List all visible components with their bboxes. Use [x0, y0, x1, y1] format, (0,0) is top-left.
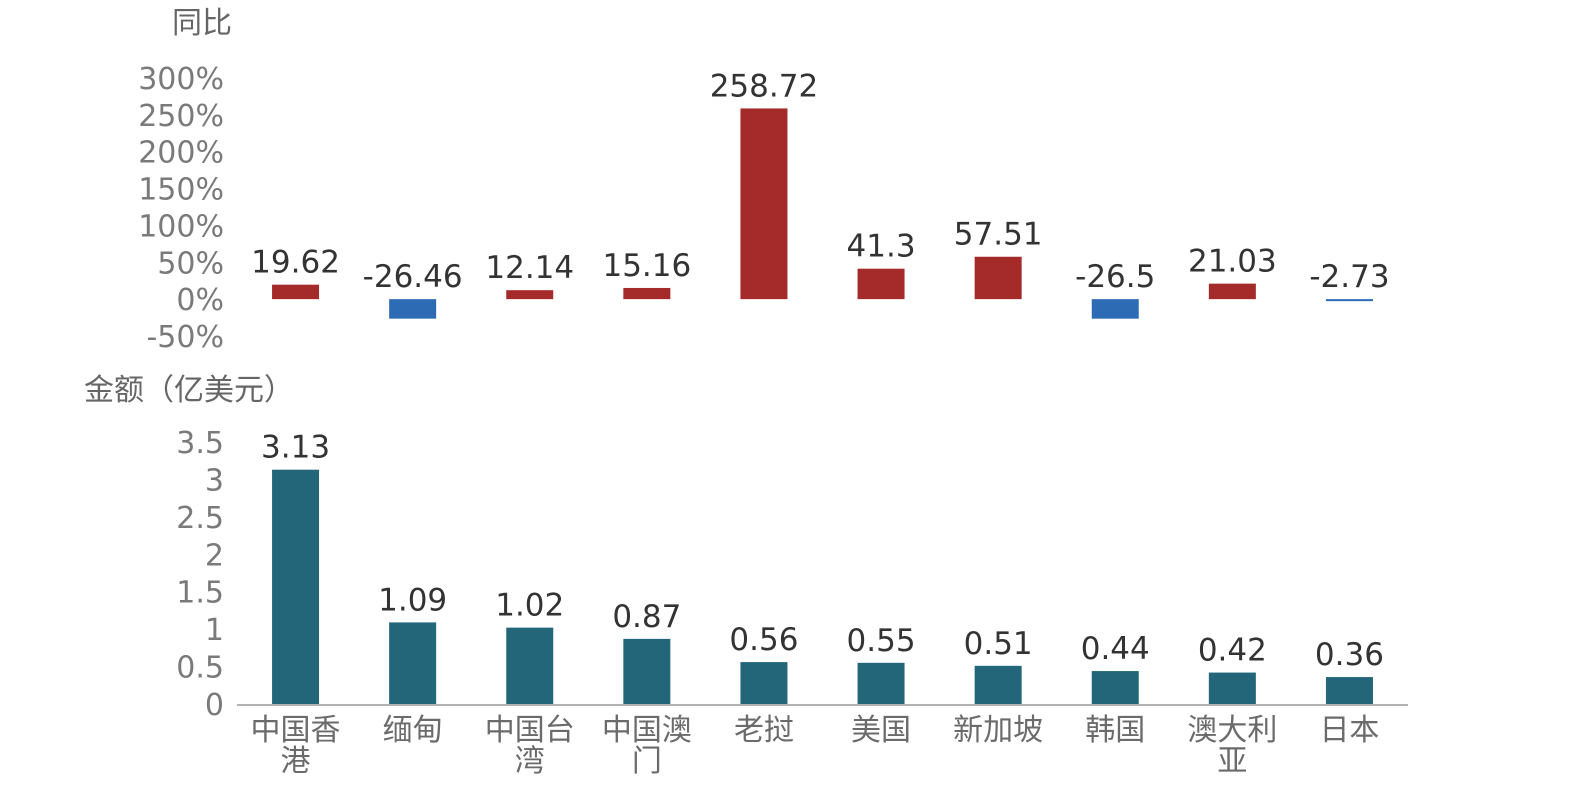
- bottom-data-label: 0.36: [1315, 637, 1384, 673]
- top-bars: [272, 108, 1373, 319]
- top-y-tick: 100%: [138, 209, 224, 244]
- top-panel-title: 同比: [172, 6, 232, 41]
- bottom-y-tick: 1.5: [176, 576, 224, 611]
- top-y-tick: -50%: [146, 320, 224, 355]
- category-label: 中国台: [485, 713, 575, 748]
- bottom-bar: [272, 469, 320, 704]
- bottom-bar: [740, 662, 788, 704]
- top-y-tick: 250%: [138, 99, 224, 134]
- bottom-bar: [857, 662, 905, 704]
- top-data-label: 41.3: [847, 229, 916, 265]
- category-label: 缅甸: [383, 713, 443, 748]
- top-data-label: 12.14: [485, 250, 574, 286]
- top-data-label: -26.46: [363, 259, 463, 295]
- top-bar: [857, 268, 905, 300]
- bottom-data-label: 0.42: [1198, 633, 1267, 669]
- bottom-y-tick: 2.5: [176, 501, 224, 536]
- category-label: 澳大利: [1187, 713, 1277, 748]
- top-data-labels: 19.62 -26.46 12.14 15.16 258.72 41.3 57.51 -26.…: [251, 68, 1389, 295]
- top-data-label: 15.16: [602, 248, 691, 284]
- bottom-bar: [1208, 672, 1256, 704]
- bottom-bar: [623, 638, 671, 704]
- category-label: 美国: [851, 713, 911, 748]
- bottom-bar: [506, 627, 554, 704]
- category-label: 日本: [1319, 713, 1379, 748]
- category-label: 亚: [1217, 744, 1247, 779]
- bottom-data-label: 0.87: [612, 599, 681, 635]
- bottom-y-tick: 0.5: [176, 651, 224, 686]
- top-data-label: 21.03: [1188, 244, 1277, 280]
- bottom-bar: [1325, 677, 1373, 704]
- top-y-tick: 150%: [138, 173, 224, 208]
- bottom-y-tick: 3.5: [176, 426, 224, 461]
- bottom-y-tick: 2: [205, 538, 224, 573]
- bottom-panel-title: 金额（亿美元）: [84, 373, 294, 408]
- bottom-data-label: 1.02: [495, 588, 564, 624]
- top-bar: [623, 287, 671, 300]
- top-bar: [272, 284, 320, 300]
- bottom-data-label: 0.56: [729, 622, 798, 658]
- top-bar: [974, 256, 1022, 300]
- top-bar: [1091, 299, 1139, 319]
- bottom-data-labels: 3.13 1.09 1.02 0.87 0.56 0.55 0.51 0.44 0.42 0.36: [261, 430, 1384, 673]
- bottom-data-label: 0.51: [964, 626, 1033, 662]
- top-bar: [389, 299, 437, 319]
- category-label: 门: [632, 744, 662, 779]
- bottom-y-tick: 0: [205, 688, 224, 723]
- top-bar: [740, 108, 788, 300]
- bottom-bar: [1091, 671, 1139, 704]
- bottom-data-label: 3.13: [261, 430, 330, 466]
- top-y-tick: 0%: [176, 283, 224, 318]
- bottom-y-tick: 3: [205, 463, 224, 498]
- top-data-label: 258.72: [710, 68, 818, 104]
- top-data-label: 57.51: [954, 217, 1043, 253]
- bottom-bars: [272, 469, 1373, 704]
- category-label: 中国香: [251, 713, 341, 748]
- top-bar: [1208, 283, 1256, 300]
- top-bar: [1325, 299, 1373, 302]
- top-data-label: -26.5: [1075, 259, 1155, 295]
- top-y-tick: 300%: [138, 62, 224, 97]
- top-data-label: 19.62: [251, 245, 340, 281]
- top-y-axis-ticks: 300%250%200%150%100%50%0%-50%: [138, 62, 224, 355]
- bottom-bar: [389, 622, 437, 704]
- category-label: 港: [281, 744, 311, 779]
- top-y-tick: 50%: [157, 246, 224, 281]
- category-label: 中国澳: [602, 713, 692, 748]
- bottom-bar: [974, 665, 1022, 704]
- top-data-label: -2.73: [1309, 259, 1389, 295]
- bottom-data-label: 0.55: [847, 623, 916, 659]
- top-bar: [506, 290, 554, 300]
- bottom-data-label: 0.44: [1081, 631, 1150, 667]
- category-label: 老挝: [734, 713, 794, 748]
- bottom-data-label: 1.09: [378, 582, 447, 618]
- category-label: 新加坡: [953, 713, 1043, 748]
- category-label: 湾: [515, 744, 545, 779]
- bottom-y-tick: 1: [205, 613, 224, 648]
- category-label: 韩国: [1085, 713, 1145, 748]
- top-y-tick: 200%: [138, 136, 224, 171]
- bottom-y-axis-ticks: 3.532.521.510.50: [176, 426, 224, 723]
